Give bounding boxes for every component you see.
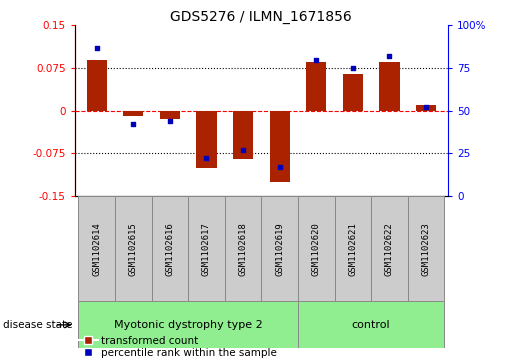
Point [349,65,357,71]
Bar [335,196,371,301]
Text: GSM1102616: GSM1102616 [165,222,175,276]
Title: GDS5276 / ILMN_1671856: GDS5276 / ILMN_1671856 [170,11,352,24]
Bar [343,74,363,111]
Bar [196,111,216,168]
Legend: transformed count, percentile rank within the sample: transformed count, percentile rank withi… [77,336,277,358]
Text: GSM1102615: GSM1102615 [129,222,138,276]
Point [312,57,320,62]
Bar [298,301,444,348]
Bar [188,196,225,301]
Bar [160,111,180,119]
Text: GSM1102622: GSM1102622 [385,222,394,276]
Bar [371,196,408,301]
Point [276,164,284,170]
Point [93,45,101,50]
Bar [233,111,253,159]
Point [202,156,211,162]
Point [385,53,393,59]
Point [166,118,174,124]
Point [422,105,430,110]
Bar [225,196,261,301]
Bar [380,62,400,111]
Text: GSM1102623: GSM1102623 [422,222,431,276]
Text: GSM1102621: GSM1102621 [348,222,357,276]
Text: GSM1102617: GSM1102617 [202,222,211,276]
Text: control: control [352,320,390,330]
Bar [306,62,327,111]
Bar [269,111,290,182]
Bar [115,196,151,301]
Bar [87,60,107,111]
Text: Myotonic dystrophy type 2: Myotonic dystrophy type 2 [114,320,263,330]
Bar [78,301,298,348]
Text: GSM1102620: GSM1102620 [312,222,321,276]
Bar [261,196,298,301]
Bar [408,196,444,301]
Bar [298,196,335,301]
Bar [78,196,115,301]
Text: disease state: disease state [3,320,72,330]
Text: GSM1102614: GSM1102614 [92,222,101,276]
Bar [416,105,436,111]
Point [239,147,247,153]
Text: GSM1102618: GSM1102618 [238,222,248,276]
Point [129,122,138,127]
Bar [151,196,188,301]
Bar [123,111,143,117]
Text: GSM1102619: GSM1102619 [275,222,284,276]
